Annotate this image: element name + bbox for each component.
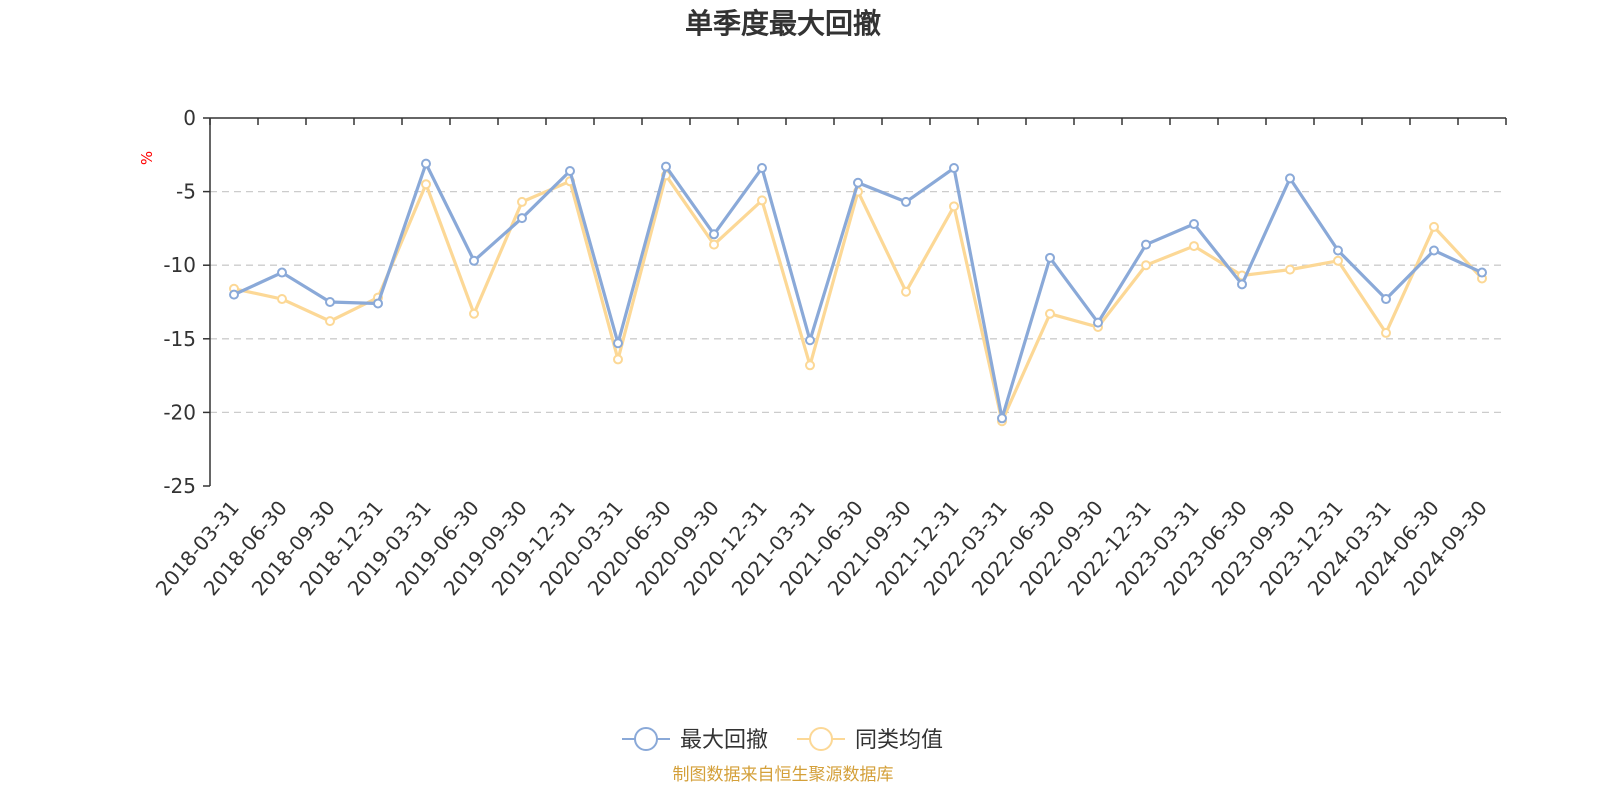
series <box>229 158 1487 427</box>
data-point[interactable] <box>1285 173 1295 184</box>
y-tick-label: -15 <box>163 327 196 351</box>
data-point[interactable] <box>517 213 527 224</box>
legend-marker-icon <box>634 727 658 751</box>
data-point[interactable] <box>1045 308 1055 319</box>
data-point[interactable] <box>1045 252 1055 263</box>
data-point[interactable] <box>1333 245 1343 256</box>
data-point[interactable] <box>517 196 527 207</box>
data-point[interactable] <box>1237 279 1247 290</box>
data-point[interactable] <box>757 195 767 206</box>
data-point[interactable] <box>661 161 671 172</box>
axes <box>203 117 1507 487</box>
data-point[interactable] <box>1285 264 1295 275</box>
data-point[interactable] <box>1381 294 1391 305</box>
data-point[interactable] <box>805 335 815 346</box>
x-tick-labels: 2018-03-312018-06-302018-09-302018-12-31… <box>151 496 1492 600</box>
legend-item[interactable]: 同类均值 <box>797 727 943 753</box>
data-point[interactable] <box>277 267 287 278</box>
source-note: 制图数据来自恒生聚源数据库 <box>673 765 894 785</box>
data-point[interactable] <box>1141 260 1151 271</box>
data-point[interactable] <box>949 201 959 212</box>
data-point[interactable] <box>421 179 431 190</box>
data-point[interactable] <box>1429 245 1439 256</box>
data-point[interactable] <box>997 413 1007 424</box>
data-point[interactable] <box>1333 255 1343 266</box>
data-point[interactable] <box>1477 267 1487 278</box>
y-tick-label: -25 <box>163 474 196 498</box>
data-point[interactable] <box>325 297 335 307</box>
data-point[interactable] <box>1429 221 1439 232</box>
legend-label: 同类均值 <box>855 728 943 753</box>
data-point[interactable] <box>325 316 335 327</box>
data-point[interactable] <box>805 360 815 371</box>
data-point[interactable] <box>421 158 431 169</box>
y-tick-label: -10 <box>163 253 196 277</box>
data-point[interactable] <box>565 165 575 176</box>
data-point[interactable] <box>757 163 767 174</box>
data-point[interactable] <box>709 229 719 240</box>
data-point[interactable] <box>277 294 287 305</box>
data-point[interactable] <box>901 196 911 207</box>
legend-item[interactable]: 最大回撤 <box>622 727 768 753</box>
data-point[interactable] <box>709 239 719 250</box>
series-line <box>233 162 1483 420</box>
data-point[interactable] <box>1381 327 1391 338</box>
y-tick-label: 0 <box>183 106 196 130</box>
data-point[interactable] <box>901 286 911 297</box>
series-group <box>229 170 1487 427</box>
data-point[interactable] <box>1141 239 1151 250</box>
legend-marker-icon <box>809 727 833 751</box>
data-point[interactable] <box>613 354 623 365</box>
y-tick-label: -5 <box>176 180 196 204</box>
legend: 最大回撤 同类均值 <box>622 727 943 753</box>
data-point[interactable] <box>1189 218 1199 229</box>
data-point[interactable] <box>469 308 479 319</box>
data-point[interactable] <box>1189 241 1199 252</box>
data-point[interactable] <box>469 255 479 266</box>
data-point[interactable] <box>613 338 623 349</box>
chart-title: 单季度最大回撤 <box>685 7 881 40</box>
y-tick-labels: 0 -5 -10 -15 -20 -25 <box>163 106 196 498</box>
y-axis-unit: % <box>138 151 156 165</box>
series-group <box>229 158 1487 424</box>
y-tick-label: -20 <box>163 400 196 424</box>
legend-label: 最大回撤 <box>680 728 768 753</box>
data-point[interactable] <box>229 289 239 300</box>
data-point[interactable] <box>1093 317 1103 328</box>
data-point[interactable] <box>373 298 383 309</box>
data-point[interactable] <box>949 163 959 174</box>
series-line <box>233 173 1484 423</box>
data-point[interactable] <box>853 177 863 188</box>
